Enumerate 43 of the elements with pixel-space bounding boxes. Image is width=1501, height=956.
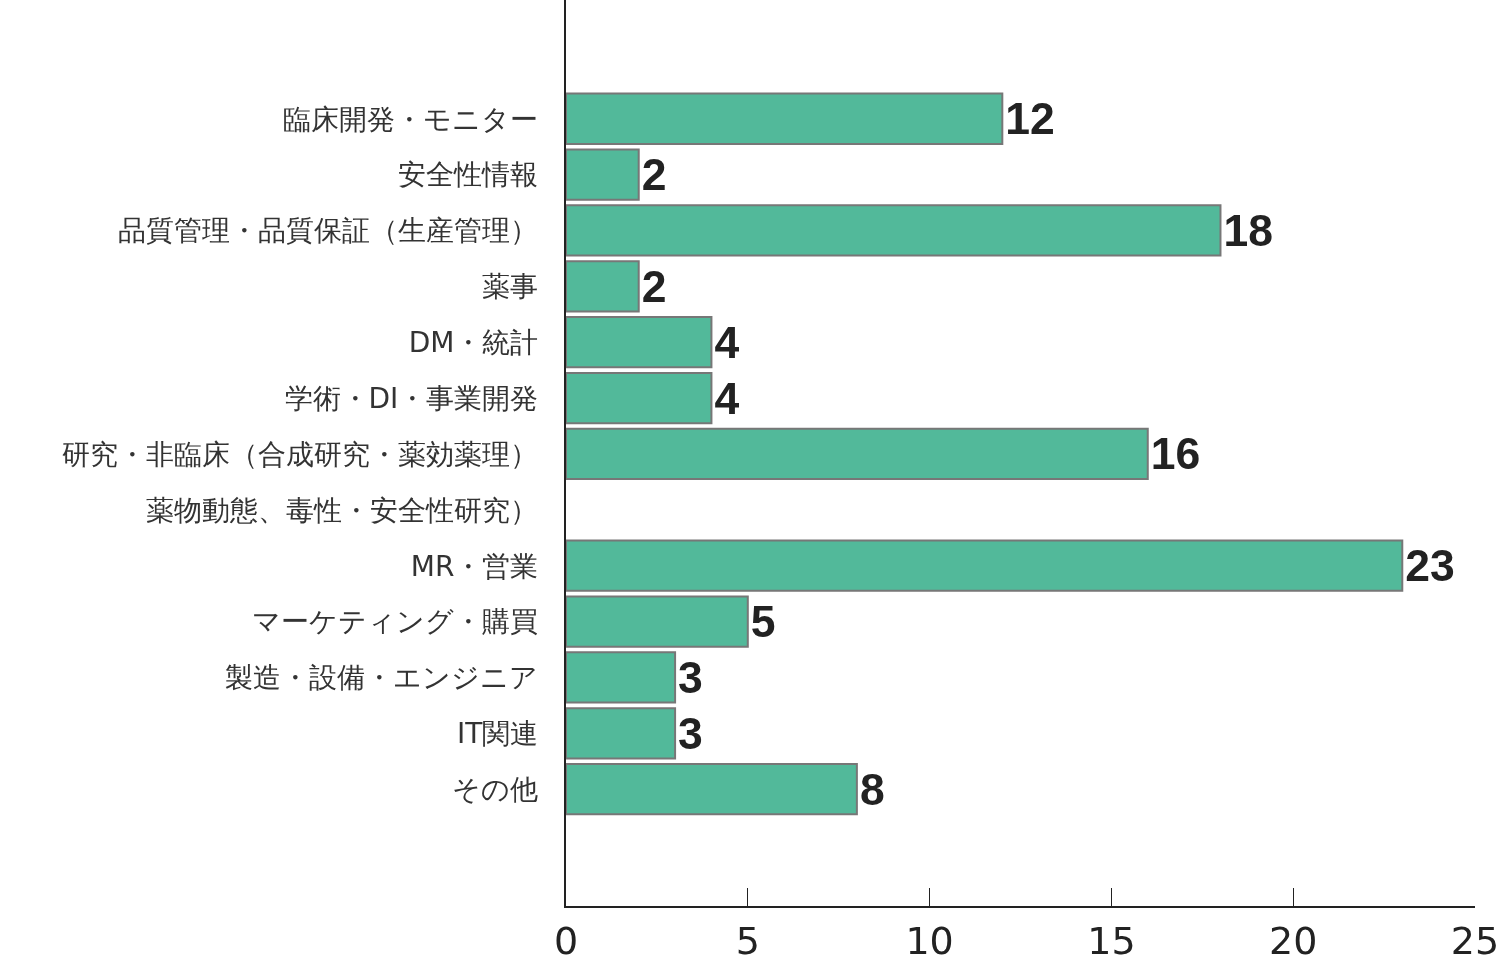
x-tick-label: 15 bbox=[1087, 918, 1136, 956]
y-tick-label: 臨床開発・モニター bbox=[283, 102, 539, 136]
bar bbox=[566, 595, 749, 648]
data-label: 8 bbox=[859, 764, 885, 814]
x-tick-label: 25 bbox=[1450, 918, 1500, 956]
y-tick-label: MR・営業 bbox=[410, 549, 539, 583]
x-tick-label: 0 bbox=[553, 918, 579, 956]
data-label: 16 bbox=[1150, 429, 1201, 479]
y-tick-label: 薬物動態、毒性・安全性研究） bbox=[146, 493, 539, 527]
bar bbox=[566, 92, 1004, 145]
y-tick-label: マーケティング・購買 bbox=[252, 605, 539, 639]
data-label: 4 bbox=[714, 373, 740, 423]
x-tick-label: 20 bbox=[1269, 918, 1318, 956]
y-tick-label: 製造・設備・エンジニア bbox=[225, 661, 539, 695]
data-label: 4 bbox=[714, 317, 740, 367]
data-label: 3 bbox=[678, 652, 703, 702]
y-tick-label: DM・統計 bbox=[408, 326, 539, 360]
y-tick-label: IT関連 bbox=[457, 717, 539, 751]
bar bbox=[566, 707, 677, 760]
y-tick-label: その他 bbox=[452, 773, 539, 807]
bar bbox=[566, 316, 713, 369]
y-tick-label: 薬事 bbox=[482, 270, 539, 304]
bar bbox=[566, 260, 640, 313]
bar bbox=[566, 539, 1404, 592]
bar bbox=[566, 148, 640, 201]
data-label: 5 bbox=[750, 597, 776, 647]
x-tick-label: 10 bbox=[905, 918, 954, 956]
y-tick-label: 安全性情報 bbox=[398, 158, 539, 192]
x-tick-label: 5 bbox=[735, 918, 760, 956]
bar bbox=[566, 651, 677, 704]
data-label: 18 bbox=[1223, 205, 1273, 255]
data-label: 23 bbox=[1405, 541, 1455, 591]
bar bbox=[566, 371, 713, 425]
data-label: 12 bbox=[1005, 94, 1055, 144]
data-label: 2 bbox=[641, 150, 667, 200]
data-label: 3 bbox=[678, 708, 703, 758]
bar bbox=[566, 204, 1222, 257]
bar bbox=[566, 763, 858, 816]
y-tick-label: 品質管理・品質保証（生産管理） bbox=[118, 214, 539, 248]
y-tick-label: 学術・DI・事業開発 bbox=[284, 381, 539, 415]
y-tick-label: 研究・非臨床（合成研究・薬効薬理） bbox=[62, 437, 539, 471]
bar bbox=[566, 427, 1149, 481]
data-label: 2 bbox=[641, 261, 667, 311]
